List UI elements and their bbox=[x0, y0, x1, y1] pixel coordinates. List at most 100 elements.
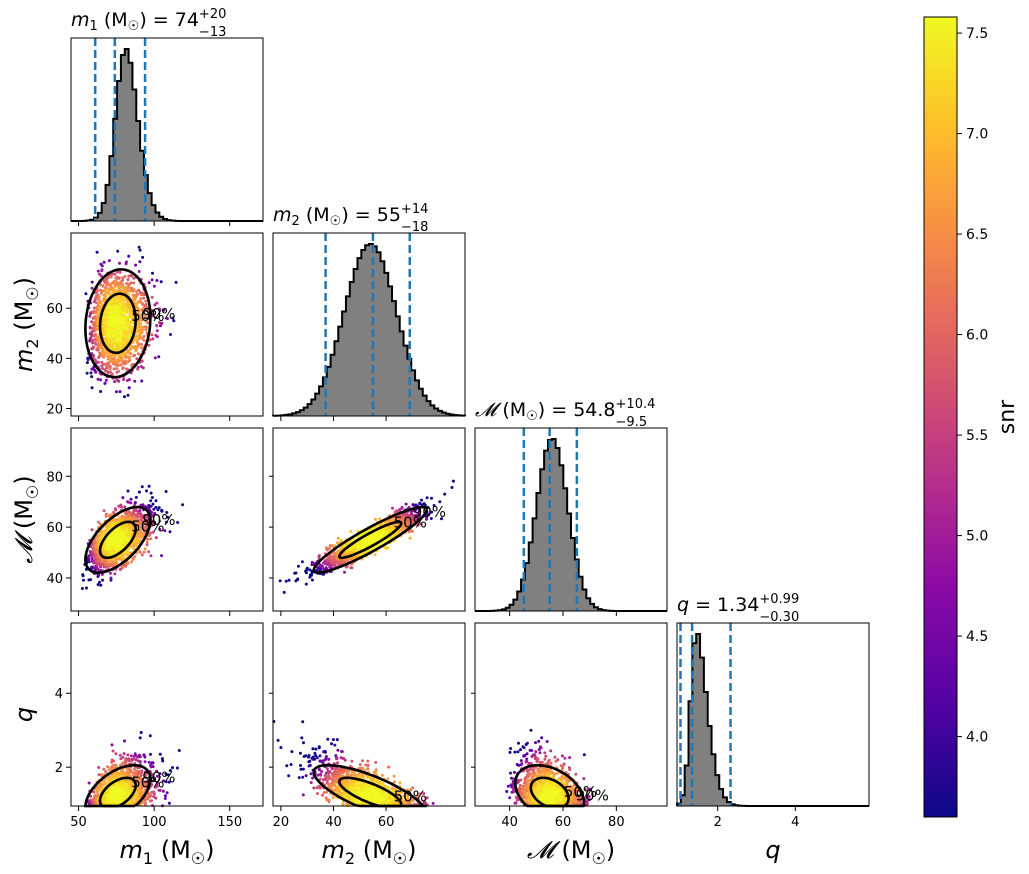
sample-point bbox=[135, 755, 139, 758]
sample-point bbox=[127, 283, 131, 286]
sample-point bbox=[101, 351, 104, 355]
sample-point bbox=[136, 329, 140, 333]
sample-point bbox=[113, 572, 117, 576]
sample-point bbox=[94, 370, 98, 374]
sample-point bbox=[97, 360, 101, 364]
sample-point bbox=[100, 269, 104, 273]
sample-point bbox=[138, 260, 142, 264]
sample-point bbox=[113, 343, 117, 347]
sample-point bbox=[138, 535, 142, 539]
sample-point bbox=[98, 301, 102, 304]
sample-point bbox=[134, 290, 138, 294]
sample-point bbox=[130, 325, 134, 329]
sample-point bbox=[108, 367, 112, 371]
sample-point bbox=[95, 250, 99, 254]
sample-point bbox=[154, 499, 158, 503]
sample-point bbox=[381, 531, 385, 535]
sample-point bbox=[128, 303, 132, 307]
sample-point bbox=[92, 345, 96, 349]
sample-point bbox=[128, 511, 132, 515]
sample-point bbox=[117, 547, 121, 551]
sample-point bbox=[125, 529, 129, 533]
sample-point bbox=[133, 379, 137, 383]
sample-point bbox=[103, 315, 107, 319]
sample-point bbox=[84, 292, 88, 296]
sample-point bbox=[115, 308, 119, 312]
sample-point bbox=[136, 301, 139, 305]
sample-point bbox=[89, 371, 93, 375]
sample-point bbox=[114, 296, 118, 299]
sample-point bbox=[106, 514, 109, 517]
sample-point bbox=[137, 270, 141, 273]
sample-point bbox=[121, 496, 125, 500]
sample-point bbox=[150, 278, 154, 282]
sample-point bbox=[145, 489, 148, 493]
sample-point bbox=[147, 343, 151, 347]
sample-point bbox=[175, 766, 179, 770]
sample-point bbox=[149, 499, 153, 503]
sample-point bbox=[153, 303, 157, 307]
sample-point bbox=[132, 276, 136, 280]
sample-point bbox=[112, 367, 116, 371]
sample-point bbox=[119, 320, 123, 324]
sample-point bbox=[324, 566, 328, 570]
sample-point bbox=[114, 280, 118, 284]
sample-point bbox=[111, 320, 115, 324]
sample-point bbox=[123, 322, 127, 326]
y-tick-label: 60 bbox=[46, 302, 63, 317]
sample-point bbox=[97, 766, 101, 769]
sample-point bbox=[85, 361, 89, 365]
sample-point bbox=[105, 315, 109, 319]
sample-point bbox=[143, 314, 147, 318]
sample-point bbox=[391, 506, 394, 510]
sample-point bbox=[330, 543, 334, 547]
sample-point bbox=[123, 303, 127, 307]
sample-point bbox=[146, 537, 150, 541]
sample-point bbox=[137, 307, 141, 311]
y-tick-label: 20 bbox=[46, 402, 63, 417]
sample-point bbox=[138, 550, 142, 554]
sample-point bbox=[144, 308, 148, 312]
sample-point bbox=[154, 333, 158, 337]
sample-point bbox=[158, 307, 161, 311]
sample-point bbox=[123, 395, 126, 399]
sample-point bbox=[408, 536, 412, 540]
sample-point bbox=[150, 496, 154, 499]
sample-point bbox=[118, 390, 122, 394]
sample-point bbox=[103, 381, 107, 385]
sample-point bbox=[137, 333, 141, 337]
sample-point bbox=[351, 545, 355, 549]
sample-point bbox=[136, 292, 140, 296]
sample-point bbox=[110, 743, 114, 747]
sample-point bbox=[149, 491, 153, 495]
sample-point bbox=[92, 323, 96, 327]
sample-point bbox=[119, 363, 123, 367]
sample-point bbox=[319, 563, 323, 567]
sample-point bbox=[177, 749, 181, 752]
sample-point bbox=[112, 357, 116, 361]
sample-point bbox=[137, 759, 141, 763]
sample-point bbox=[110, 272, 114, 276]
sample-point bbox=[107, 353, 111, 357]
sample-point bbox=[121, 276, 125, 280]
sample-point bbox=[121, 311, 125, 315]
sample-point bbox=[97, 298, 101, 301]
sample-point bbox=[123, 505, 127, 509]
sample-point bbox=[139, 326, 143, 330]
sample-point bbox=[144, 299, 148, 303]
sample-point bbox=[125, 327, 129, 331]
sample-point bbox=[113, 300, 117, 304]
sample-point bbox=[137, 337, 141, 341]
sample-point bbox=[119, 333, 123, 337]
sample-point bbox=[111, 297, 115, 301]
sample-point bbox=[109, 275, 113, 279]
sample-point bbox=[98, 580, 101, 584]
sample-point bbox=[101, 367, 105, 370]
sample-point bbox=[157, 355, 161, 359]
sample-point bbox=[131, 314, 135, 318]
y-tick-label: 40 bbox=[46, 352, 63, 367]
sample-point bbox=[122, 326, 126, 330]
sample-point bbox=[128, 332, 132, 336]
sample-point bbox=[117, 364, 120, 367]
